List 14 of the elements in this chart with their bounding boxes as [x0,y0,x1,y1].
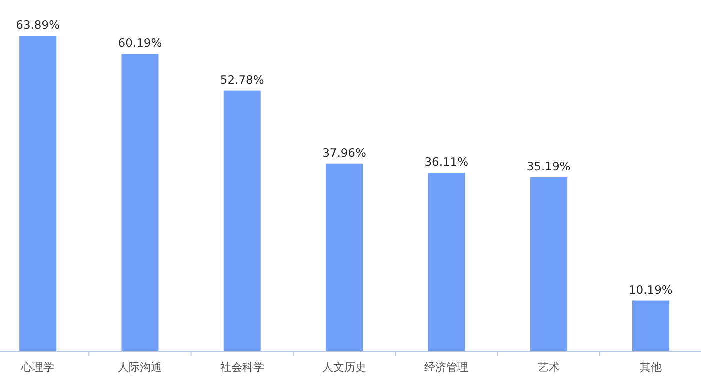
data-label: 10.19% [629,282,673,297]
data-label: 36.11% [424,154,469,169]
data-label: 52.78% [220,72,264,87]
x-tick-label: 心理学 [20,361,55,374]
x-tick-label: 社会科学 [220,361,264,374]
data-label: 63.89% [16,18,60,32]
data-label: 60.19% [118,36,162,50]
data-label: 35.19% [526,160,571,174]
x-tick-label: 人际沟通 [118,361,162,374]
x-tick-label: 经济管理 [424,361,469,374]
x-tick-label: 人文历史 [322,361,366,374]
x-tick-label: 其他 [640,361,662,374]
x-tick-label: 艺术 [538,361,560,374]
data-label: 37.96% [322,146,366,160]
